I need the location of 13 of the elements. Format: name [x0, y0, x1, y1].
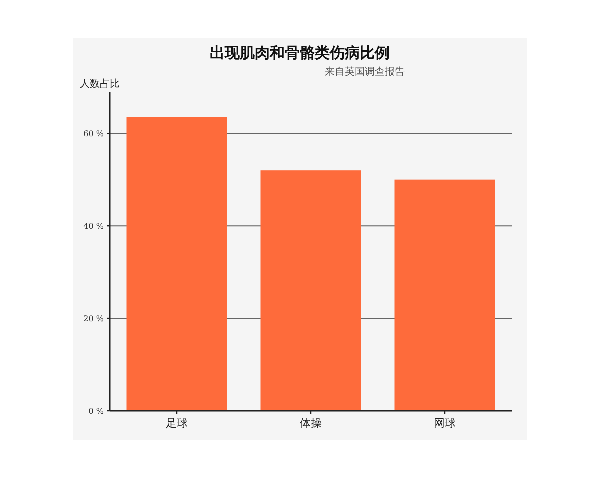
bar [126, 117, 228, 411]
x-tick-label: 网球 [434, 417, 456, 430]
x-tick-label: 体操 [300, 417, 322, 430]
y-axis-title: 人数占比 [80, 78, 120, 90]
bar [394, 180, 496, 411]
y-tick-label: 60 % [84, 130, 104, 139]
y-tick-label: 0 % [88, 407, 104, 416]
chart-subtitle: 来自英国调查报告 [325, 66, 405, 78]
y-tick-label: 20 % [84, 314, 104, 324]
chart-title: 出现肌肉和骨骼类伤病比例 [210, 44, 390, 62]
y-tick-label: 40 % [84, 222, 104, 232]
bar [260, 170, 362, 411]
x-tick-label: 足球 [166, 417, 188, 430]
